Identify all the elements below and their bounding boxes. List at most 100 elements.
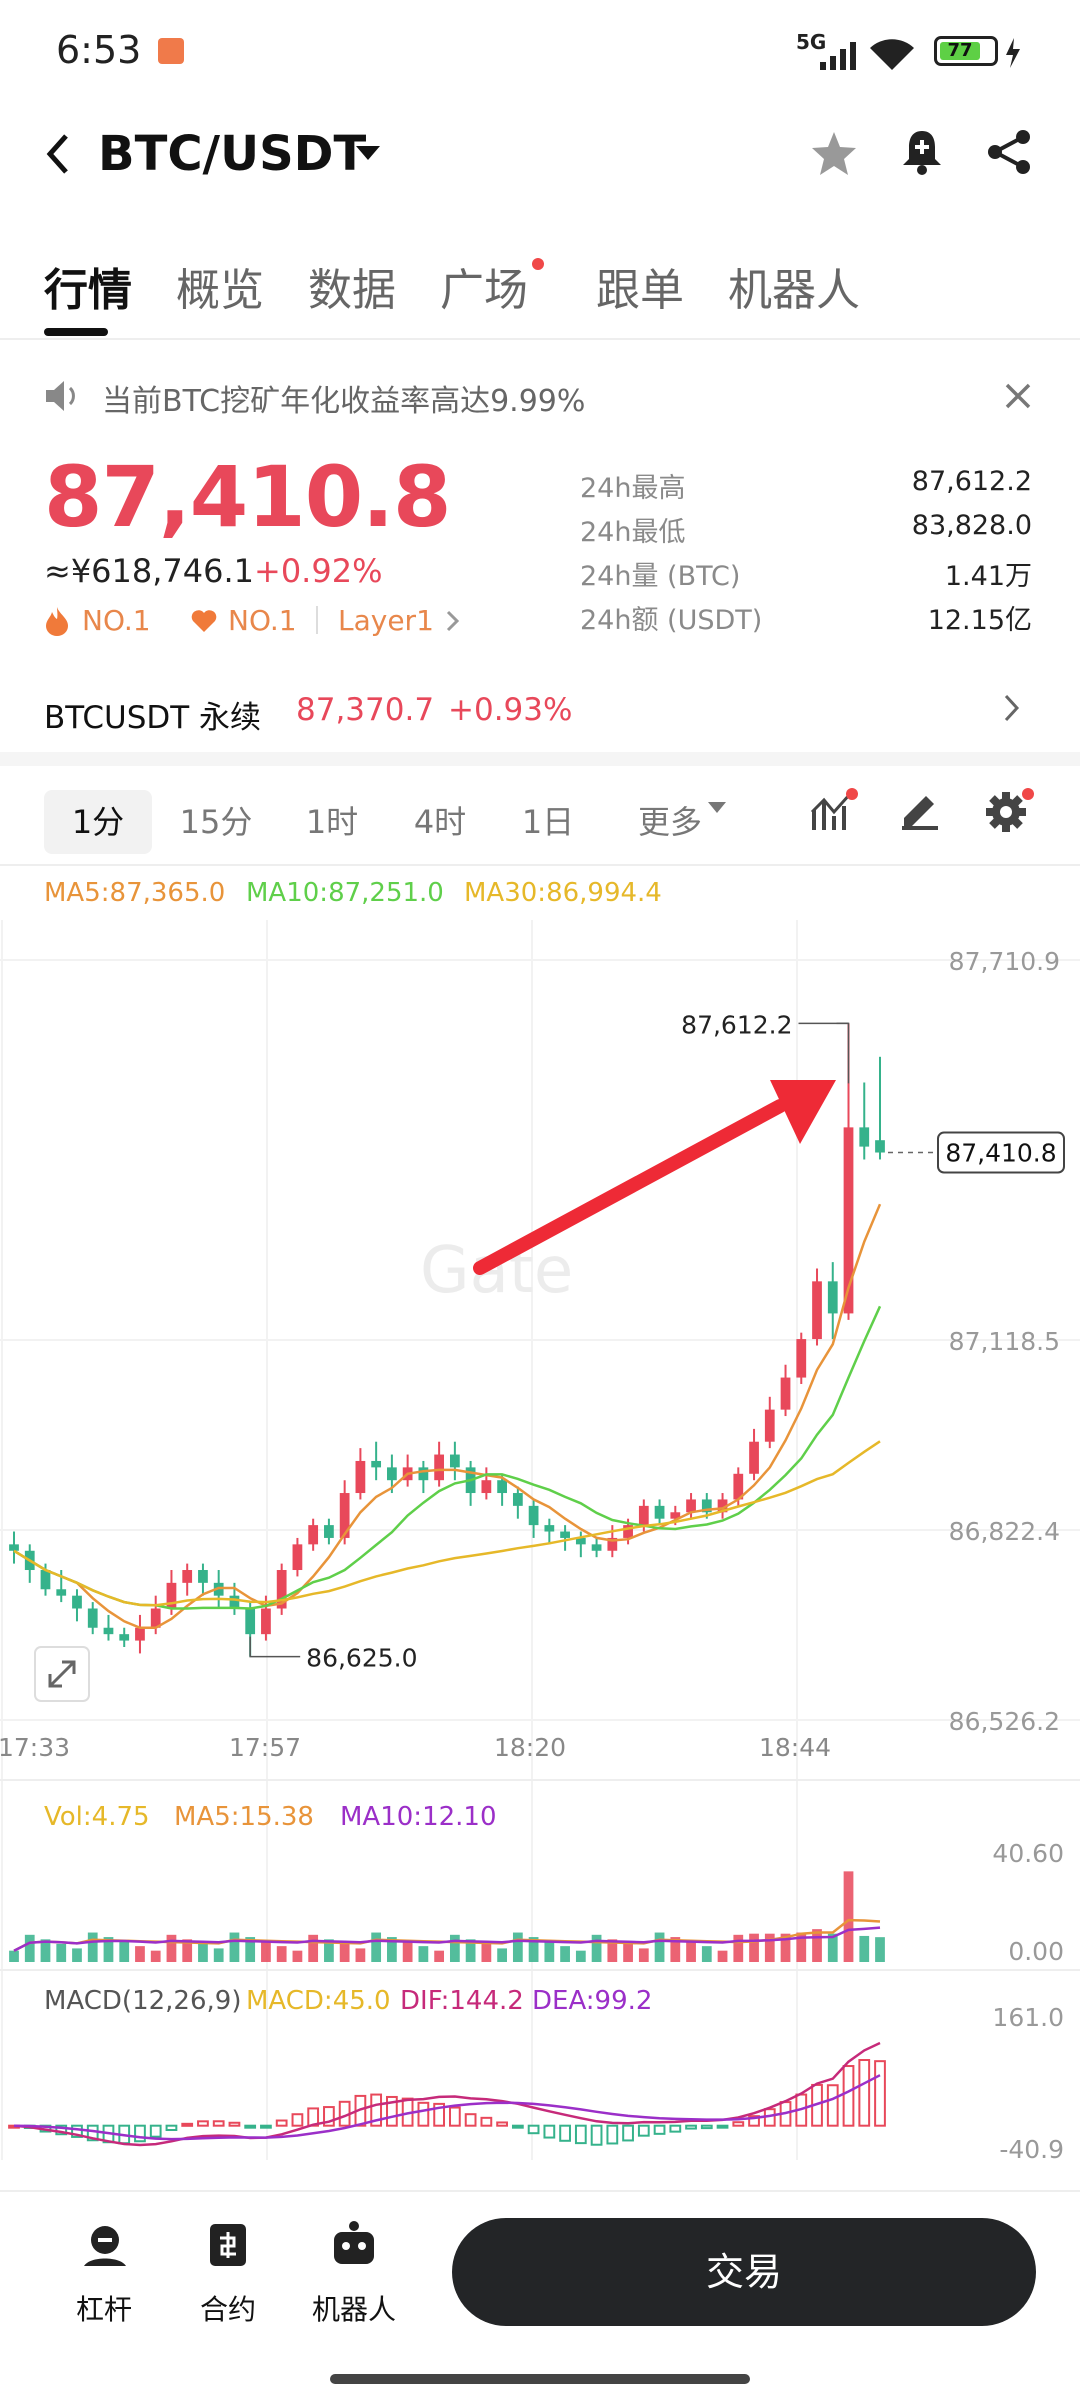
macd-bar <box>700 2124 713 2130</box>
price-chart[interactable]: Gate 87,710.9 87,118.5 86,822.4 86,526.2 17:3… <box>0 920 1080 2190</box>
nav-contract[interactable]: 合约 <box>199 2293 256 2326</box>
interval-15m[interactable]: 15分 <box>179 803 253 841</box>
home-indicator <box>330 2374 750 2384</box>
macd-bar <box>653 2124 666 2135</box>
fire-icon <box>46 607 68 636</box>
more-dropdown-icon[interactable] <box>706 800 728 816</box>
candle-body <box>528 1505 539 1526</box>
signal-icon <box>820 42 856 70</box>
low-label: 86,625.0 <box>306 1644 417 1673</box>
candle-body <box>544 1525 555 1532</box>
candle-body <box>182 1570 193 1583</box>
tab-copy-trading[interactable]: 跟单 <box>596 265 684 316</box>
tab-bot[interactable]: 机器人 <box>728 265 860 316</box>
volume-bar <box>166 1934 177 1962</box>
candle-body <box>40 1570 51 1590</box>
rank-badge-fav[interactable]: NO.1 <box>228 604 297 637</box>
announcement-text[interactable]: 当前BTC挖矿年化收益率高达9.99% <box>102 384 586 419</box>
interval-1d[interactable]: 1日 <box>521 803 575 841</box>
nav-robot[interactable]: 机器人 <box>311 2293 396 2326</box>
annotation-arrowhead <box>770 1080 836 1144</box>
volume-bar <box>355 1948 366 1962</box>
macd-bar <box>275 2119 288 2127</box>
candle-body <box>150 1608 161 1628</box>
macd-bar <box>417 2101 430 2127</box>
volume-bar <box>623 1943 633 1962</box>
candle-body <box>481 1480 492 1494</box>
draw-pencil-icon[interactable] <box>900 790 940 830</box>
volume-bar <box>56 1943 67 1962</box>
share-icon[interactable] <box>986 128 1032 176</box>
macd-bar <box>527 2124 540 2135</box>
nav-leverage[interactable]: 杠杆 <box>75 2293 132 2326</box>
volume-bar <box>449 1934 460 1962</box>
chevron-right-icon[interactable] <box>1004 694 1020 722</box>
dif-line <box>13 2041 881 2147</box>
leverage-icon <box>84 2226 126 2266</box>
volume-bar <box>150 1950 161 1962</box>
macd-bar <box>149 2124 162 2138</box>
tab-data[interactable]: 数据 <box>308 265 396 316</box>
interval-more[interactable]: 更多 <box>637 803 702 841</box>
candle-body <box>355 1460 366 1494</box>
candle-body <box>103 1627 114 1635</box>
settings-gear-icon[interactable] <box>984 786 1036 834</box>
last-price: 87,410.8 <box>44 448 452 546</box>
ma30-line <box>13 1440 881 1607</box>
stat-label: 24h量 (BTC) <box>580 561 741 592</box>
interval-4h[interactable]: 4时 <box>413 803 467 841</box>
volume-axis-label: 0.00 <box>1008 1937 1064 1966</box>
macd-bar <box>181 2122 194 2127</box>
macd-bar <box>669 2124 682 2133</box>
volume-bar <box>749 1933 759 1962</box>
volume-bar <box>544 1941 555 1962</box>
low-leader <box>249 1636 301 1658</box>
candle-body <box>827 1281 838 1314</box>
volume-bar <box>859 1935 870 1962</box>
macd-bar <box>574 2124 587 2145</box>
tab-square[interactable]: 广场 <box>440 265 528 316</box>
pair-title[interactable]: BTC/USDT <box>98 126 367 182</box>
cny-price: ≈¥618,746.1 <box>44 552 255 590</box>
x-tick-label: 17:33 <box>0 1733 70 1762</box>
dif-value: DIF:144.2 <box>400 1986 524 2016</box>
volume-bar <box>733 1934 744 1962</box>
interval-1m[interactable]: 1分 <box>44 790 152 854</box>
volume-bar <box>213 1948 224 1962</box>
y-tick-label: 87,710.9 <box>949 947 1060 976</box>
price-change: +0.92% <box>254 552 383 590</box>
macd-bar <box>543 2124 556 2139</box>
volume-bar <box>780 1933 791 1962</box>
back-arrow-icon[interactable] <box>44 132 74 176</box>
indicator-icon[interactable] <box>810 786 860 834</box>
star-icon[interactable] <box>810 130 858 176</box>
tag-layer1[interactable]: Layer1 <box>338 604 434 637</box>
interval-1h[interactable]: 1时 <box>305 803 359 841</box>
candle-body <box>654 1505 665 1519</box>
perp-change: +0.93% <box>448 692 573 728</box>
tab-market[interactable]: 行情 <box>44 265 132 316</box>
volume-bar <box>402 1941 413 1962</box>
chevron-right-icon[interactable] <box>446 610 460 632</box>
rank-badge-hot[interactable]: NO.1 <box>82 604 151 637</box>
volume-bar <box>560 1946 570 1962</box>
expand-icon[interactable] <box>34 1646 90 1702</box>
pair-dropdown-icon[interactable] <box>356 146 380 162</box>
alert-bell-icon[interactable] <box>900 128 944 176</box>
trade-button[interactable]: 交易 <box>452 2218 1036 2326</box>
tab-square-dot <box>532 258 544 270</box>
candle-body <box>749 1441 759 1474</box>
candle-body <box>387 1467 397 1481</box>
volume-bar <box>764 1933 775 1962</box>
macd-bar <box>244 2124 257 2129</box>
volume-bar <box>497 1948 507 1962</box>
tab-overview[interactable]: 概览 <box>176 265 264 316</box>
dea-line <box>13 2074 881 2141</box>
volume-bar <box>339 1943 350 1962</box>
macd-bar <box>858 2059 871 2127</box>
candle-body <box>418 1467 429 1481</box>
volume-bar <box>119 1941 130 1962</box>
volume-bar <box>40 1939 51 1962</box>
high-label: 87,612.2 <box>681 1010 792 1039</box>
close-icon[interactable] <box>1004 382 1032 410</box>
